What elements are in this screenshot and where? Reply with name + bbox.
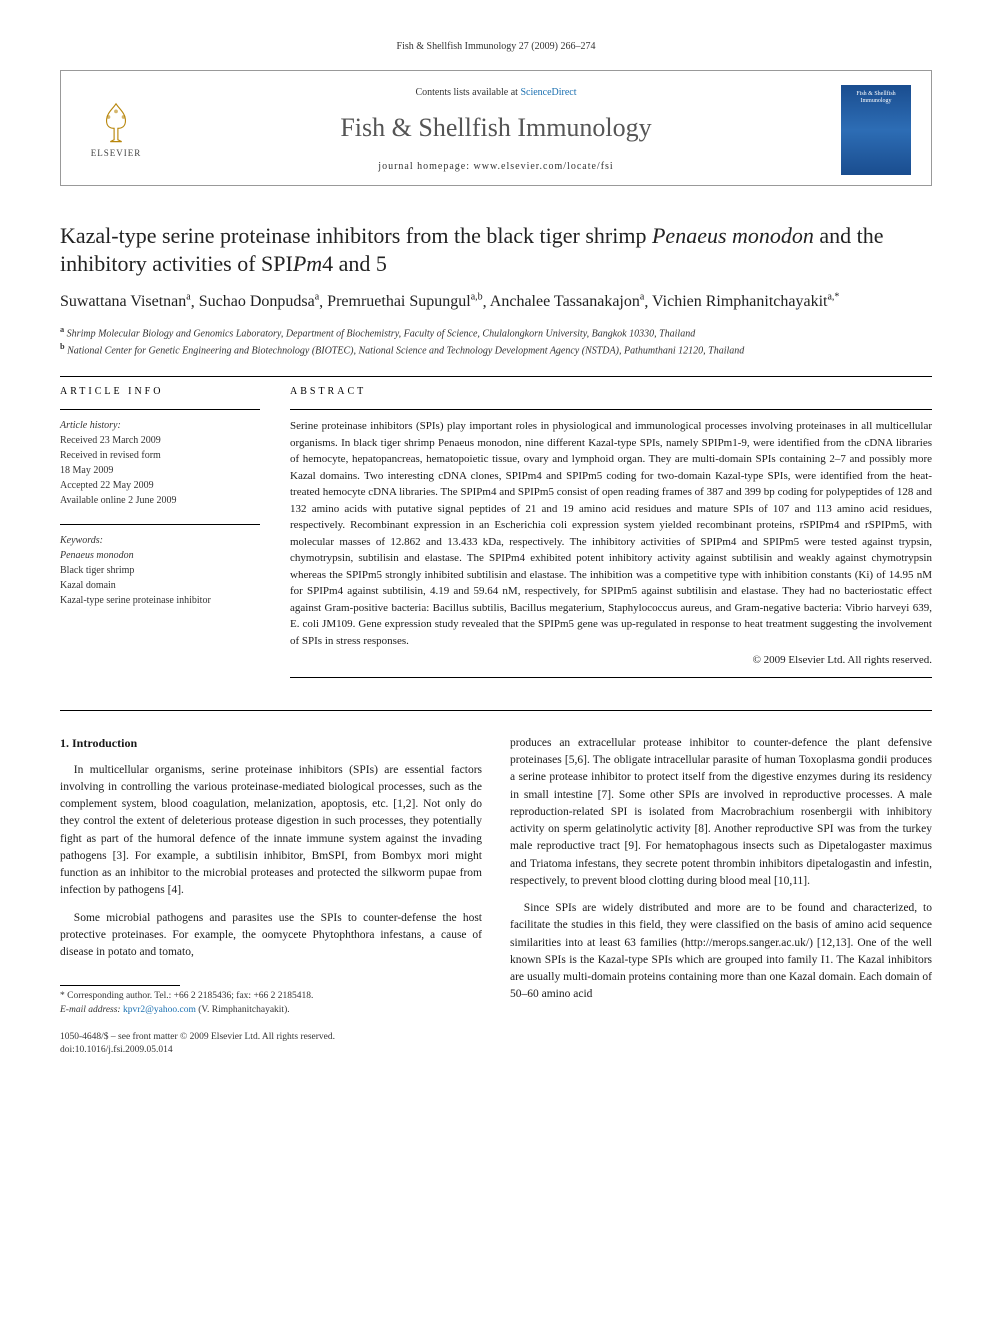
title-part-5: 4 and 5 <box>322 251 387 276</box>
affiliation-b: National Center for Genetic Engineering … <box>67 345 744 356</box>
author: Suwattana Visetnana <box>60 293 191 310</box>
author: Suchao Donpudsaa <box>199 293 319 310</box>
history-revised-l1: Received in revised form <box>60 448 260 463</box>
body-paragraph: Since SPIs are widely distributed and mo… <box>510 900 932 1004</box>
keyword: Penaeus monodon <box>60 548 260 563</box>
intro-body-right: produces an extracellular protease inhib… <box>510 735 932 1004</box>
author-aff: a,b <box>471 292 483 303</box>
history-accepted: Accepted 22 May 2009 <box>60 478 260 493</box>
body-paragraph: In multicellular organisms, serine prote… <box>60 762 482 900</box>
keywords-label: Keywords: <box>60 533 260 548</box>
contents-prefix: Contents lists available at <box>415 87 520 98</box>
intro-body-left: In multicellular organisms, serine prote… <box>60 762 482 962</box>
title-part-1: Kazal-type serine proteinase inhibitors … <box>60 223 652 248</box>
footer-doi: doi:10.1016/j.fsi.2009.05.014 <box>60 1044 932 1057</box>
footnotes: * Corresponding author. Tel.: +66 2 2185… <box>60 990 482 1017</box>
history-online: Available online 2 June 2009 <box>60 493 260 508</box>
journal-name: Fish & Shellfish Immunology <box>167 110 825 146</box>
keyword: Black tiger shrimp <box>60 563 260 578</box>
history-received: Received 23 March 2009 <box>60 433 260 448</box>
article-history: Article history: Received 23 March 2009 … <box>60 418 260 508</box>
keyword: Kazal-type serine proteinase inhibitor <box>60 593 260 608</box>
affiliations: a Shrimp Molecular Biology and Genomics … <box>60 324 932 359</box>
divider <box>60 376 932 377</box>
author-name: Premruethai Supungul <box>327 293 471 310</box>
author: Anchalee Tassanakajona <box>490 293 645 310</box>
keywords: Keywords: Penaeus monodon Black tiger sh… <box>60 533 260 608</box>
author-name: Anchalee Tassanakajon <box>490 293 640 310</box>
homepage-url: www.elsevier.com/locate/fsi <box>474 161 614 172</box>
author: Vichien Rimphanitchayakita,* <box>652 293 839 310</box>
body-paragraph: produces an extracellular protease inhib… <box>510 735 932 890</box>
copyright: © 2009 Elsevier Ltd. All rights reserved… <box>290 653 932 668</box>
author-aff: a <box>186 292 190 303</box>
journal-header-box: ELSEVIER Contents lists available at Sci… <box>60 70 932 186</box>
journal-homepage: journal homepage: www.elsevier.com/locat… <box>167 160 825 174</box>
footnote-corresponding: * Corresponding author. Tel.: +66 2 2185… <box>60 990 482 1003</box>
abstract-label: ABSTRACT <box>290 385 932 399</box>
title-part-2: Penaeus monodon <box>652 223 814 248</box>
cover-title-line2: Immunology <box>861 98 892 105</box>
author-name: Suchao Donpudsa <box>199 293 315 310</box>
history-revised-l2: 18 May 2009 <box>60 463 260 478</box>
affiliation-a: Shrimp Molecular Biology and Genomics La… <box>67 328 696 339</box>
footnote-email-link[interactable]: kpvr2@yahoo.com <box>123 1005 196 1015</box>
author: Premruethai Supungula,b <box>327 293 483 310</box>
journal-citation: Fish & Shellfish Immunology 27 (2009) 26… <box>60 40 932 54</box>
intro-heading: 1. Introduction <box>60 735 482 752</box>
divider <box>60 524 260 525</box>
keyword: Kazal domain <box>60 578 260 593</box>
contents-line: Contents lists available at ScienceDirec… <box>167 86 825 100</box>
cover-title-line1: Fish & Shellfish <box>856 91 895 98</box>
publisher-label: ELSEVIER <box>91 147 142 160</box>
divider <box>290 409 932 410</box>
author-aff: a <box>640 292 644 303</box>
sciencedirect-link[interactable]: ScienceDirect <box>520 87 576 98</box>
footer-copyright: 1050-4648/$ – see front matter © 2009 El… <box>60 1031 932 1044</box>
publisher-logo: ELSEVIER <box>81 90 151 170</box>
footnote-email-label: E-mail address: <box>60 1005 121 1015</box>
footnote-rule <box>60 985 180 986</box>
body-paragraph: Some microbial pathogens and parasites u… <box>60 910 482 962</box>
article-info-label: ARTICLE INFO <box>60 385 260 399</box>
author-name: Suwattana Visetnan <box>60 293 186 310</box>
author-aff: a <box>315 292 319 303</box>
footnote-email-person: (V. Rimphanitchayakit). <box>198 1005 289 1015</box>
divider <box>60 710 932 711</box>
history-label: Article history: <box>60 418 260 433</box>
elsevier-tree-icon <box>92 100 140 145</box>
page-footer: 1050-4648/$ – see front matter © 2009 El… <box>60 1031 932 1058</box>
title-part-4: Pm <box>293 251 322 276</box>
author-name: Vichien Rimphanitchayakit <box>652 293 827 310</box>
author-aff: a,* <box>827 292 839 303</box>
divider <box>290 677 932 678</box>
journal-cover-thumbnail: Fish & Shellfish Immunology <box>841 85 911 175</box>
authors-list: Suwattana Visetnana, Suchao Donpudsaa, P… <box>60 291 932 314</box>
homepage-prefix: journal homepage: <box>378 161 473 172</box>
article-title: Kazal-type serine proteinase inhibitors … <box>60 222 932 277</box>
divider <box>60 409 260 410</box>
abstract-text: Serine proteinase inhibitors (SPIs) play… <box>290 418 932 649</box>
